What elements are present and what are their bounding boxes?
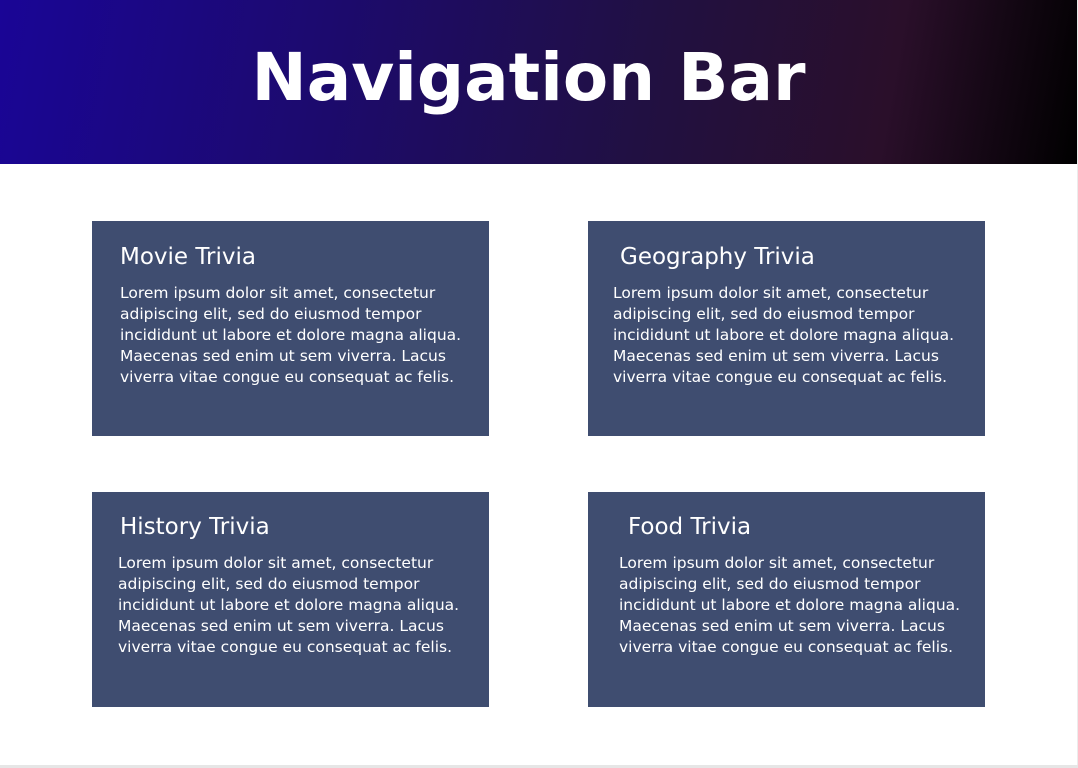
- navigation-bar-title: Navigation Bar: [251, 39, 806, 116]
- card-movie-trivia[interactable]: Movie Trivia Lorem ipsum dolor sit amet,…: [92, 221, 489, 436]
- card-description: Lorem ipsum dolor sit amet, consectetur …: [118, 554, 460, 656]
- card-description: Lorem ipsum dolor sit amet, consectetur …: [619, 554, 961, 656]
- navigation-bar: Navigation Bar: [0, 0, 1077, 164]
- page-bottom-border: [0, 765, 1078, 768]
- card-description: Lorem ipsum dolor sit amet, consectetur …: [613, 284, 955, 386]
- card-title: Geography Trivia: [620, 244, 815, 270]
- card-food-trivia[interactable]: Food Trivia Lorem ipsum dolor sit amet, …: [588, 492, 985, 707]
- card-history-trivia[interactable]: History Trivia Lorem ipsum dolor sit ame…: [92, 492, 489, 707]
- card-geography-trivia[interactable]: Geography Trivia Lorem ipsum dolor sit a…: [588, 221, 985, 436]
- card-title: Food Trivia: [628, 514, 752, 540]
- card-description: Lorem ipsum dolor sit amet, consectetur …: [120, 284, 462, 386]
- card-title: History Trivia: [120, 514, 270, 540]
- card-title: Movie Trivia: [120, 244, 256, 270]
